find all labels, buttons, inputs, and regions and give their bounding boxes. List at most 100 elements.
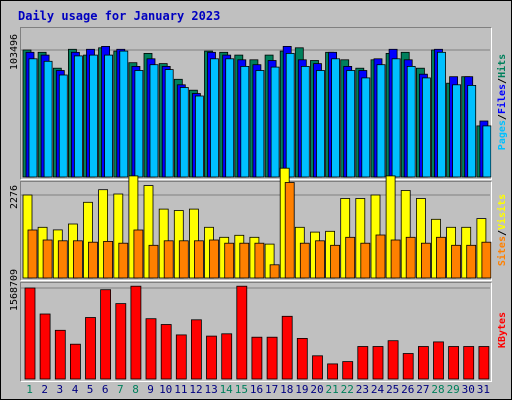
sites-bar [436,236,446,279]
sites-bar [193,240,204,279]
side-legend-part: / [497,78,508,84]
x-tick-label: 28 [431,383,444,396]
pages-bar [406,66,416,178]
pages-bar [316,70,325,178]
sites-bar [118,242,129,279]
pages-bar [285,53,295,178]
x-tick-label: 10 [159,383,172,396]
sites-bar [42,239,53,279]
kbytes-bar [236,285,248,380]
pages-bar [194,95,204,178]
side-legend: KBytes [497,312,508,348]
pages-bar [467,85,477,178]
side-legend-part: Files [496,84,508,114]
pages-bar [300,66,310,178]
pages-bar [361,77,371,178]
kbytes-bar [478,346,490,380]
pages-bar [376,64,386,178]
kbytes-bar [417,346,429,380]
x-tick-label: 18 [280,383,293,396]
sites-bar [284,182,295,279]
kbytes-bar [85,317,96,380]
kbytes-bar [448,346,460,380]
x-tick-label: 24 [371,383,385,396]
sites-bar [451,244,462,279]
x-tick-label: 7 [117,383,124,396]
kbytes-bar [115,303,127,380]
kbytes-bar [327,363,339,380]
kbytes-bar [372,346,384,380]
pages-bar [225,58,235,178]
chart-title: Daily usage for January 2023 [18,9,221,23]
sites-bar [375,234,386,279]
pages-bar [210,58,219,178]
side-legend: Sites/Visits [496,194,508,266]
pages-bar [421,77,431,178]
side-legend: Pages/Files/Hits [496,54,508,150]
pages-bar [482,125,492,178]
pages-bar [346,70,356,178]
pages-bar [134,70,144,178]
sites-bar [103,240,113,279]
kbytes-bar [296,337,308,380]
pages-bar [255,70,265,178]
pages-bar [179,87,189,178]
pages-bar [89,54,98,178]
x-tick-label: 23 [356,383,369,396]
kbytes-bar [342,361,354,380]
kbytes-bar [251,336,263,380]
sites-bar [269,264,280,279]
pages-bar [164,69,174,178]
x-tick-label: 8 [132,383,139,396]
visits-bar [400,190,411,279]
kbytes-bar [39,313,51,380]
kbytes-bar [266,336,278,380]
visits-bar [113,193,124,279]
x-tick-label: 9 [147,383,154,396]
kbytes-bar [357,346,369,380]
kbytes-bar [145,318,157,380]
y-max-label: 1568709 [9,269,20,311]
x-tick-label: 14 [220,383,234,396]
x-tick-label: 27 [416,383,429,396]
kbytes-bar [402,353,414,380]
x-tick-label: 15 [235,383,248,396]
x-tick-label: 5 [87,383,94,396]
x-tick-label: 20 [310,383,323,396]
x-tick-label: 21 [325,383,338,396]
sites-bar [420,242,431,279]
sites-bar [73,240,83,279]
sites-bar [88,241,98,279]
sites-bar [239,242,250,279]
kbytes-bar [130,285,142,380]
pages-bar [270,66,280,178]
x-tick-label: 4 [72,383,79,396]
y-max-label: 2276 [9,185,20,209]
sites-bar [27,229,38,279]
side-legend-part: Pages [497,120,508,150]
sites-bar [148,244,159,279]
kbytes-bar [433,341,444,380]
sites-bar [209,239,219,279]
x-tick-label: 17 [265,383,278,396]
x-tick-label: 6 [102,383,109,396]
sites-bar [178,240,189,279]
sites-bar [481,241,492,279]
visits-bar [143,185,154,279]
kbytes-bar [54,329,66,380]
side-legend-part: KBytes [497,312,508,348]
x-tick-label: 30 [462,383,475,396]
visits-bar [128,175,139,279]
x-tick-label: 22 [341,383,354,396]
kbytes-bar [160,324,172,380]
sites-bar [315,240,325,279]
kbytes-bar [312,355,323,380]
kbytes-bar [190,319,202,380]
sites-bar [360,242,371,279]
pages-bar [331,58,341,178]
sites-bar [405,236,416,279]
sites-bar [330,244,341,279]
pages-bar [58,74,68,178]
